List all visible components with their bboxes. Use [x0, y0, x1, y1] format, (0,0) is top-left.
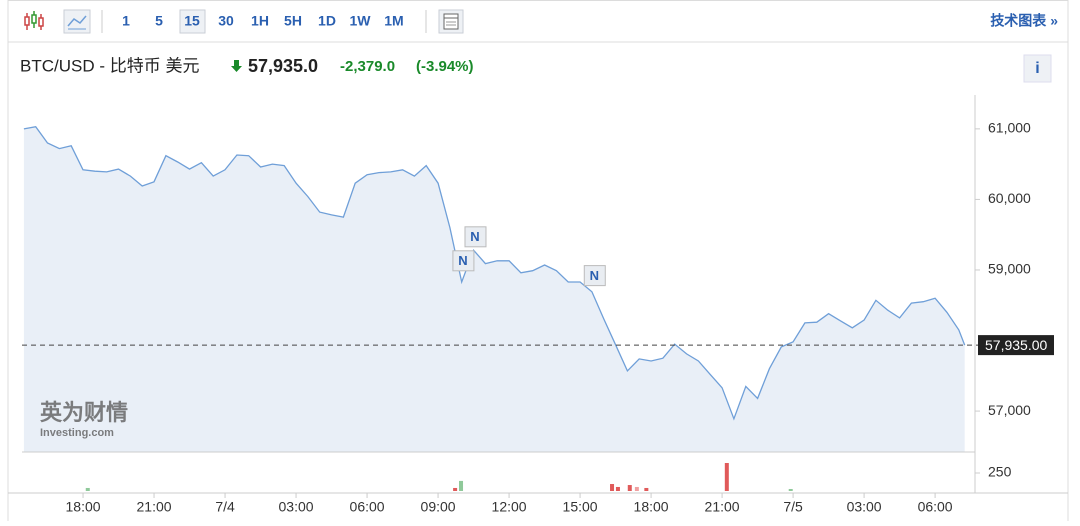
interval[interactable]: 1	[122, 13, 130, 29]
table-icon[interactable]	[438, 9, 464, 34]
last-price-label: 57,935.00	[985, 337, 1047, 353]
news-flag	[583, 265, 606, 287]
x-tick-label: 12:00	[492, 499, 527, 515]
info-button[interactable]: i	[1023, 54, 1052, 83]
news-flag	[452, 250, 475, 272]
interval[interactable]: 1D	[318, 13, 336, 29]
technical-chart-link[interactable]: 技术图表 »	[990, 13, 1058, 29]
selected-interval	[179, 9, 206, 34]
x-tick-label: 09:00	[421, 499, 456, 515]
watermark-brand: 英为财情	[40, 400, 128, 425]
watermark-site: Investing.com	[40, 427, 114, 439]
price-line	[23, 125, 966, 421]
x-tick-label: 7/5	[783, 499, 803, 515]
symbol: BTC/USD - 比特币 美元	[20, 56, 199, 75]
volume-bar	[788, 488, 793, 491]
y-tick-label: 61,000	[988, 120, 1031, 136]
y-tick-label: 57,000	[988, 402, 1031, 418]
svg-text:i: i	[1035, 60, 1039, 77]
volume-bar	[615, 486, 620, 491]
x-tick-label: 03:00	[847, 499, 882, 515]
area-fill	[23, 126, 965, 452]
volume-bar	[724, 463, 729, 491]
x-tick-label: 18:00	[634, 499, 669, 515]
x-tick-label: 15:00	[563, 499, 598, 515]
x-tick-label: 06:00	[918, 499, 953, 515]
change-pct: (-3.94%)	[416, 58, 474, 75]
volume-bar	[85, 487, 90, 491]
price: 57,935.0	[248, 56, 318, 76]
x-tick-label: 06:00	[350, 499, 385, 515]
volume-bar	[634, 486, 639, 491]
volume-bar	[459, 480, 464, 491]
news-flag-label: N	[470, 229, 479, 244]
news-flag	[464, 226, 487, 248]
volume-bar	[627, 485, 632, 491]
volume-tick-label: 250	[988, 464, 1012, 480]
x-tick-label: 18:00	[66, 499, 101, 515]
interval[interactable]: 5H	[284, 13, 302, 29]
interval[interactable]: 5	[155, 13, 163, 29]
news-flag-label: N	[590, 268, 599, 283]
interval[interactable]: 1M	[384, 13, 403, 29]
down-arrow	[231, 60, 242, 72]
interval[interactable]: 30	[218, 13, 234, 29]
volume-bar	[453, 487, 458, 491]
volume-bar	[644, 487, 649, 491]
change: -2,379.0	[340, 58, 395, 75]
frame	[7, 0, 1069, 526]
candle-icon[interactable]	[24, 11, 44, 30]
volume-bar	[610, 484, 615, 491]
y-tick-label: 60,000	[988, 190, 1031, 206]
x-tick-label: 21:00	[705, 499, 740, 515]
plot: 57,000 59,000 60,000 61,000 18:00 21:00 7/4 03:…	[8, 95, 1068, 515]
y-tick-label: 59,000	[988, 261, 1031, 277]
x-tick-label: 7/4	[215, 499, 235, 515]
x-tick-label: 21:00	[137, 499, 172, 515]
x-tick-label: 03:00	[279, 499, 314, 515]
interval[interactable]: 1H	[251, 13, 269, 29]
last-price-box	[978, 335, 1054, 356]
area-icon[interactable]	[63, 9, 91, 34]
interval[interactable]: 1W	[350, 13, 372, 29]
news-flag-label: N	[458, 253, 467, 268]
interval[interactable]: 15	[184, 13, 200, 29]
